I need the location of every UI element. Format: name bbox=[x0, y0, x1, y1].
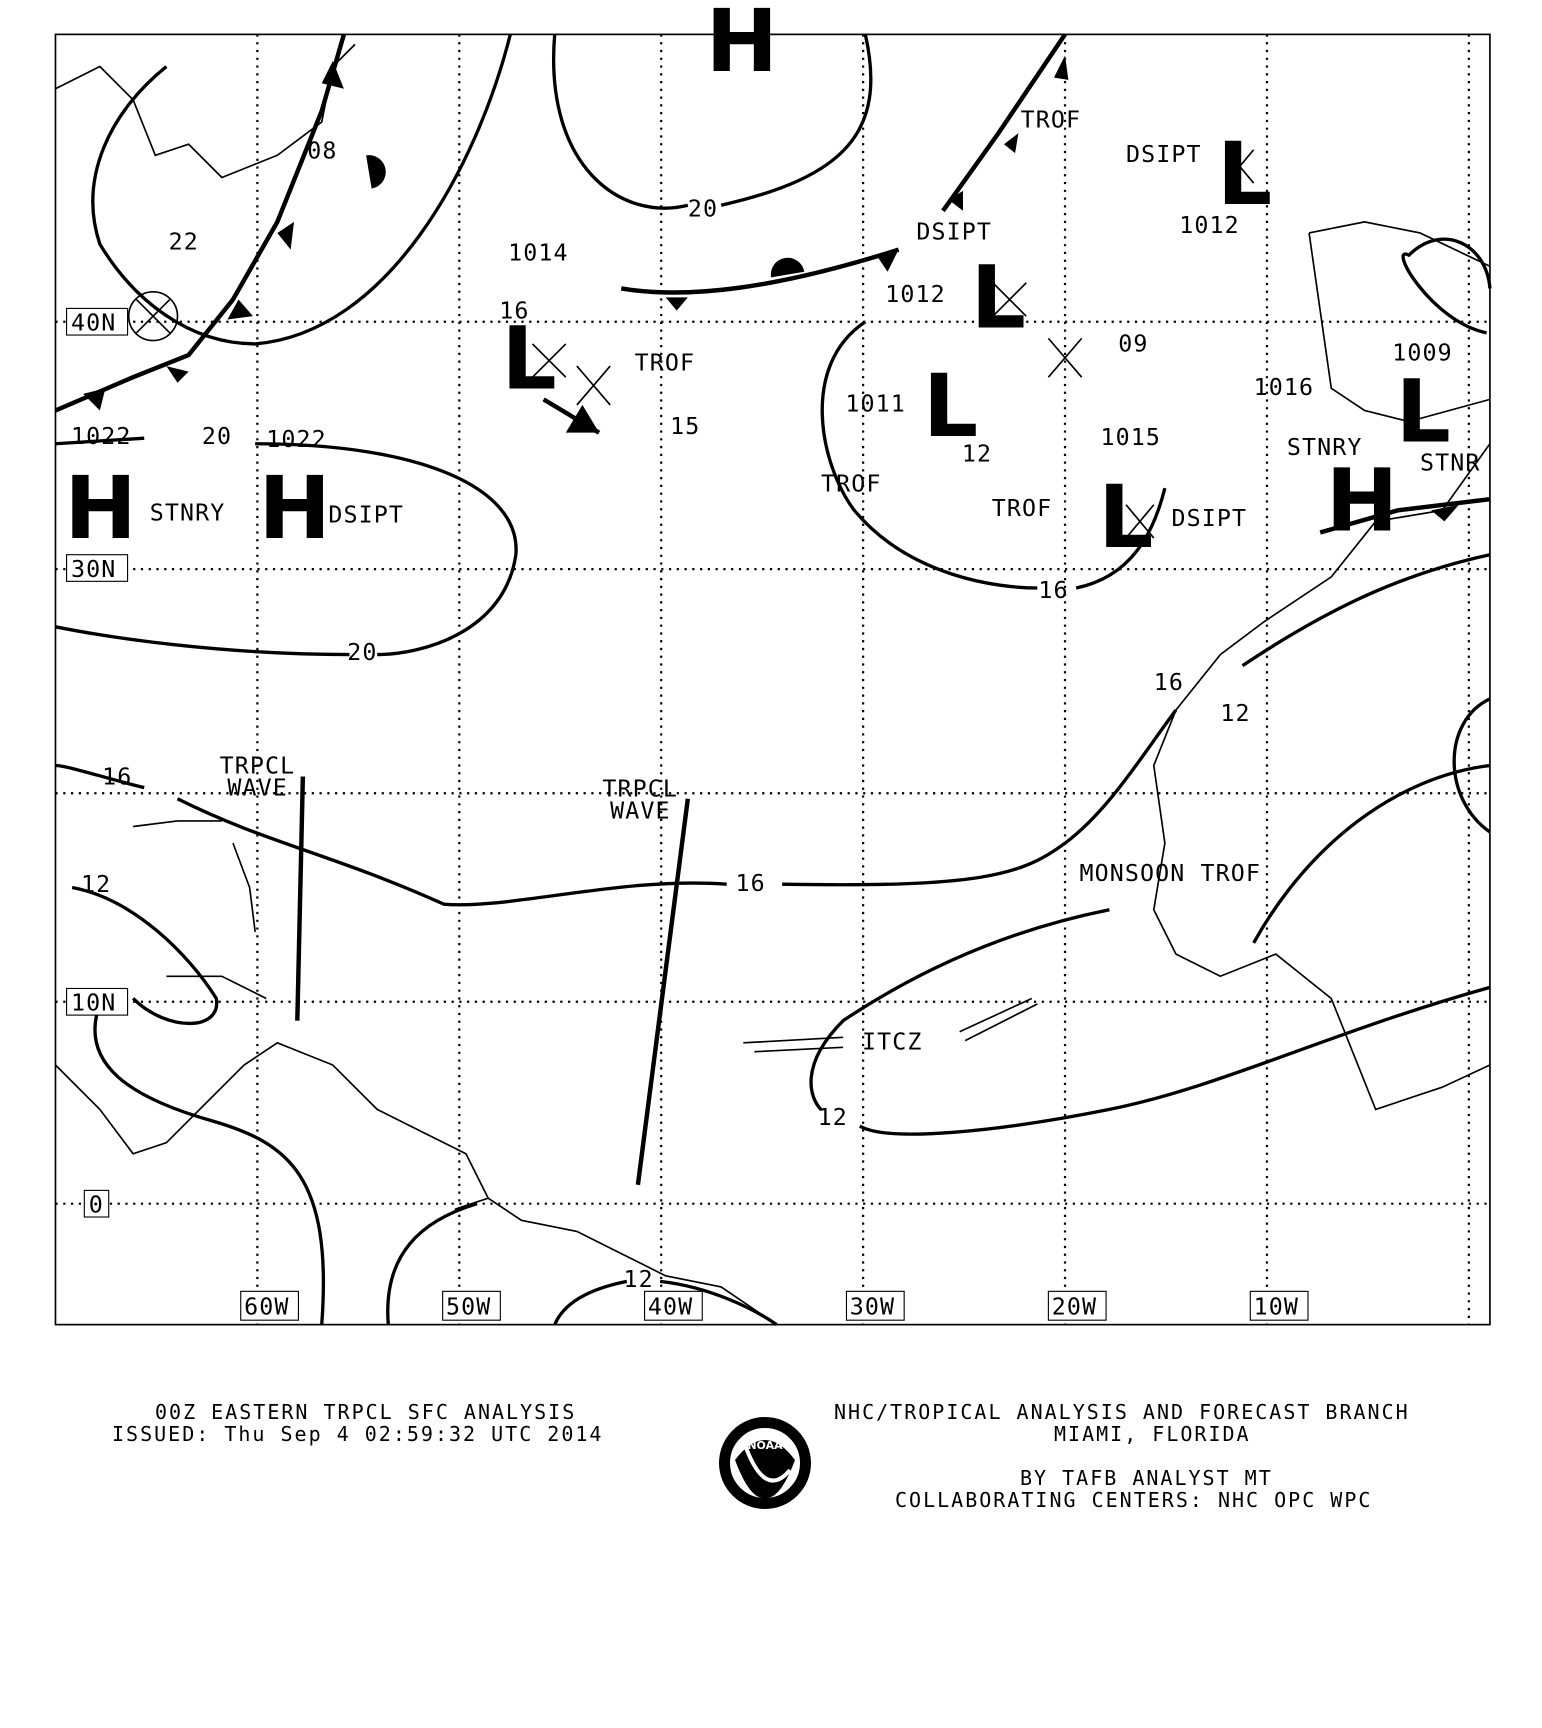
map-label: STNRY bbox=[1287, 434, 1363, 461]
location: MIAMI, FLORIDA bbox=[1054, 1422, 1251, 1446]
map-label: 20 bbox=[688, 195, 718, 222]
low-center-markers bbox=[127, 149, 1255, 539]
map-label: WAVE bbox=[610, 798, 671, 825]
map-label: DSIPT bbox=[1126, 141, 1202, 168]
map-label: TRPCL bbox=[220, 752, 296, 779]
lon-label-50w: 50W bbox=[446, 1294, 491, 1321]
map-label: 1011 bbox=[845, 391, 906, 418]
low-center: L bbox=[1217, 125, 1272, 225]
map-label: 1014 bbox=[508, 240, 569, 267]
low-center: L bbox=[1098, 468, 1153, 568]
map-label: DSIPT bbox=[916, 219, 992, 246]
map-label: 12 bbox=[1220, 700, 1250, 727]
map-label: STNR bbox=[1420, 449, 1481, 476]
map-label: 12 bbox=[81, 871, 111, 898]
high-center: H bbox=[1326, 451, 1398, 551]
lon-label-10w: 10W bbox=[1254, 1294, 1299, 1321]
lon-label-20w: 20W bbox=[1052, 1294, 1097, 1321]
lat-label-10n: 10N bbox=[71, 990, 116, 1017]
low-center: L bbox=[923, 357, 978, 457]
map-label: 12 bbox=[818, 1104, 848, 1131]
map-label: 1016 bbox=[1254, 374, 1315, 401]
noaa-logo-text: NOAA bbox=[747, 1439, 783, 1452]
map-label: TROF bbox=[635, 350, 696, 377]
lat-label-30n: 30N bbox=[71, 556, 116, 583]
map-label: TROF bbox=[992, 495, 1053, 522]
low-center: L bbox=[971, 248, 1026, 348]
map-label: 08 bbox=[307, 138, 337, 165]
branch-name: NHC/TROPICAL ANALYSIS AND FORECAST BRANC… bbox=[834, 1400, 1410, 1424]
lon-label-30w: 30W bbox=[850, 1294, 895, 1321]
high-center: H bbox=[258, 459, 330, 559]
map-label: DSIPT bbox=[328, 502, 404, 529]
map-label: 09 bbox=[1118, 331, 1148, 358]
lon-label-40w: 40W bbox=[648, 1294, 693, 1321]
graticule bbox=[55, 34, 1490, 1325]
map-label: 20 bbox=[202, 423, 232, 450]
analyst: BY TAFB ANALYST MT bbox=[1020, 1466, 1273, 1490]
map-label: 16 bbox=[736, 870, 766, 897]
map-label: 16 bbox=[499, 297, 529, 324]
map-label: 12 bbox=[962, 441, 992, 468]
map-label: 1012 bbox=[1179, 212, 1240, 239]
footer: 00Z EASTERN TRPCL SFC ANALYSIS ISSUED: T… bbox=[112, 1400, 1410, 1512]
map-label: ITCZ bbox=[862, 1028, 923, 1055]
low-center: L bbox=[501, 309, 556, 409]
noaa-logo: NOAA bbox=[719, 1417, 811, 1509]
map-label: TRPCL bbox=[602, 776, 678, 803]
product-title: 00Z EASTERN TRPCL SFC ANALYSIS bbox=[155, 1400, 576, 1424]
map-frame bbox=[54, 33, 1491, 1326]
map-annotations: 08 22 1014 20 DSIPT TROF DSIPT 1012 1012 16 TROF 15… bbox=[71, 107, 1481, 1293]
map-label: 1012 bbox=[885, 281, 946, 308]
map-label: 1009 bbox=[1392, 340, 1453, 367]
map-label: 15 bbox=[670, 413, 700, 440]
map-label: TROF bbox=[1021, 107, 1082, 134]
map-label: DSIPT bbox=[1172, 505, 1248, 532]
map-label: 12 bbox=[623, 1266, 653, 1293]
map-label: 16 bbox=[102, 763, 132, 790]
fronts bbox=[54, 33, 1491, 1186]
lon-labels: 60W 50W 40W 30W 20W 10W bbox=[240, 1290, 1309, 1321]
map-label: 16 bbox=[1038, 577, 1068, 604]
map-label: STNRY bbox=[150, 499, 226, 526]
map-label: 20 bbox=[347, 639, 377, 666]
map-label: WAVE bbox=[227, 774, 288, 801]
collaborating-centers: COLLABORATING CENTERS: NHC OPC WPC bbox=[895, 1488, 1372, 1512]
map-label: 22 bbox=[169, 229, 199, 256]
lon-label-60w: 60W bbox=[244, 1294, 289, 1321]
high-center: H bbox=[64, 459, 136, 559]
lat-lon-labels: 40N 30N 10N 0 60W 50W 40W 30W 20W 10W bbox=[66, 307, 1309, 1321]
map-label: 1015 bbox=[1101, 424, 1162, 451]
low-center: L bbox=[1396, 363, 1451, 463]
pressure-centers: H H H H L L L L L L bbox=[64, 0, 1450, 568]
map-label: MONSOON TROF bbox=[1079, 860, 1261, 887]
high-center: H bbox=[706, 0, 778, 92]
map-label: 1022 bbox=[266, 426, 327, 453]
map-label: 16 bbox=[1154, 669, 1184, 696]
lat-label-0: 0 bbox=[89, 1192, 104, 1219]
issued-timestamp: ISSUED: Thu Sep 4 02:59:32 UTC 2014 bbox=[112, 1422, 603, 1446]
map-label: 1022 bbox=[71, 423, 132, 450]
map-label: TROF bbox=[821, 470, 882, 497]
lat-label-40n: 40N bbox=[71, 310, 116, 337]
